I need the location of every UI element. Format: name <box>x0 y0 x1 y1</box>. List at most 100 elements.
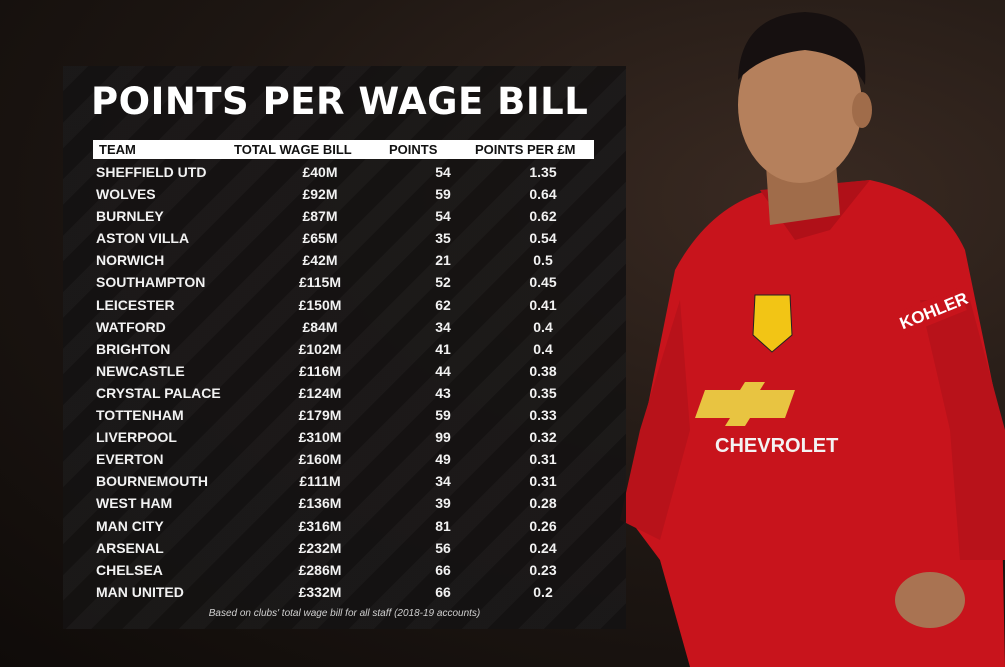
cell-wage-bill: £232M <box>298 539 342 556</box>
cell-team-name: LIVERPOOL <box>96 429 177 446</box>
table-row: MAN UNITED £332M 66 0.2 <box>93 582 594 604</box>
cell-points-per-million: 0.41 <box>529 296 557 313</box>
cell-points-per-million: 0.24 <box>529 539 557 556</box>
table-row: LIVERPOOL £310M 99 0.32 <box>93 427 594 449</box>
cell-points: 66 <box>435 561 451 578</box>
cell-wage-bill: £111M <box>299 473 341 490</box>
cell-points: 41 <box>435 340 451 357</box>
cell-wage-bill: £286M <box>298 561 342 578</box>
cell-team-name: NEWCASTLE <box>96 362 185 379</box>
cell-team-name: SHEFFIELD UTD <box>96 164 207 180</box>
cell-points: 44 <box>435 362 451 379</box>
cell-points-per-million: 0.23 <box>529 561 557 578</box>
table-row: ASTON VILLA £65M 35 0.54 <box>93 228 594 250</box>
cell-points-per-million: 0.64 <box>529 186 557 203</box>
cell-team-name: CRYSTAL PALACE <box>96 384 221 401</box>
table-row: LEICESTER £150M 62 0.41 <box>93 295 594 317</box>
cell-points-per-million: 0.4 <box>533 318 553 335</box>
cell-wage-bill: £160M <box>298 451 342 468</box>
cell-points-per-million: 1.35 <box>529 164 557 180</box>
cell-team-name: MAN CITY <box>96 517 164 534</box>
cell-wage-bill: £136M <box>298 495 342 512</box>
player-photo: CHEVROLET KOHLER <box>620 12 1005 667</box>
cell-points-per-million: 0.4 <box>533 340 553 357</box>
table-row: MAN CITY £316M 81 0.26 <box>93 516 594 538</box>
cell-points-per-million: 0.33 <box>529 407 557 424</box>
table-row: WOLVES £92M 59 0.64 <box>93 184 594 206</box>
cell-team-name: ASTON VILLA <box>96 230 190 247</box>
cell-team-name: NORWICH <box>96 252 165 269</box>
cell-team-name: WOLVES <box>96 186 156 203</box>
table-row: BRIGHTON £102M 41 0.4 <box>93 339 594 361</box>
cell-team-name: EVERTON <box>96 451 164 468</box>
table-row: TOTTENHAM £179M 59 0.33 <box>93 405 594 427</box>
table-row: NEWCASTLE £116M 44 0.38 <box>93 361 594 383</box>
column-header-wage-bill: TOTAL WAGE BILL <box>234 142 352 157</box>
cell-points: 39 <box>435 495 451 512</box>
cell-points-per-million: 0.38 <box>529 362 557 379</box>
cell-team-name: BRIGHTON <box>96 340 171 357</box>
cell-points: 21 <box>435 252 451 269</box>
table-row: BURNLEY £87M 54 0.62 <box>93 206 594 228</box>
column-header-team: TEAM <box>99 142 136 157</box>
cell-points-per-million: 0.2 <box>533 583 553 600</box>
cell-points: 52 <box>435 274 451 291</box>
cell-wage-bill: £124M <box>298 384 342 401</box>
cell-points: 34 <box>435 318 451 335</box>
table-row: BOURNEMOUTH £111M 34 0.31 <box>93 471 594 493</box>
table-body: SHEFFIELD UTD £40M 54 1.35 WOLVES £92M 59 0.64 B… <box>93 162 594 604</box>
cell-points: 62 <box>435 296 451 313</box>
table-row: ARSENAL £232M 56 0.24 <box>93 538 594 560</box>
cell-wage-bill: £102M <box>298 340 342 357</box>
cell-team-name: CHELSEA <box>96 561 163 578</box>
cell-wage-bill: £316M <box>298 517 342 534</box>
cell-points: 49 <box>435 451 451 468</box>
cell-wage-bill: £42M <box>302 252 338 269</box>
cell-wage-bill: £332M <box>298 583 342 600</box>
table-row: NORWICH £42M 21 0.5 <box>93 250 594 272</box>
column-header-points: POINTS <box>389 142 438 157</box>
table-row: SOUTHAMPTON £115M 52 0.45 <box>93 272 594 294</box>
cell-team-name: LEICESTER <box>96 296 175 313</box>
stats-panel: POINTS PER WAGE BILL TEAM TOTAL WAGE BIL… <box>63 66 626 629</box>
cell-points-per-million: 0.31 <box>529 451 557 468</box>
cell-team-name: WEST HAM <box>96 495 173 512</box>
cell-points-per-million: 0.28 <box>529 495 557 512</box>
table-row: WATFORD £84M 34 0.4 <box>93 317 594 339</box>
cell-points: 81 <box>435 517 451 534</box>
footnote: Based on clubs' total wage bill for all … <box>208 608 481 619</box>
cell-points-per-million: 0.62 <box>529 208 557 225</box>
cell-points: 59 <box>435 186 451 203</box>
panel-texture <box>63 66 626 629</box>
cell-points-per-million: 0.32 <box>529 429 557 446</box>
cell-points-per-million: 0.5 <box>533 252 553 269</box>
cell-wage-bill: £84M <box>302 318 338 335</box>
page-title: POINTS PER WAGE BILL <box>91 80 589 123</box>
table-row: WEST HAM £136M 39 0.28 <box>93 493 594 515</box>
table-row: CRYSTAL PALACE £124M 43 0.35 <box>93 383 594 405</box>
cell-team-name: SOUTHAMPTON <box>96 274 206 291</box>
cell-team-name: BURNLEY <box>96 208 164 225</box>
cell-wage-bill: £116M <box>298 362 342 379</box>
cell-points: 54 <box>435 208 451 225</box>
cell-points: 34 <box>435 473 451 490</box>
cell-points: 54 <box>435 164 451 180</box>
cell-points: 66 <box>435 583 451 600</box>
cell-team-name: BOURNEMOUTH <box>96 473 208 490</box>
cell-team-name: ARSENAL <box>96 539 164 556</box>
cell-points-per-million: 0.31 <box>529 473 557 490</box>
cell-points-per-million: 0.54 <box>529 230 557 247</box>
cell-points-per-million: 0.26 <box>529 517 557 534</box>
cell-points: 43 <box>435 384 451 401</box>
cell-wage-bill: £87M <box>302 208 338 225</box>
cell-wage-bill: £92M <box>302 186 338 203</box>
cell-points: 59 <box>435 407 451 424</box>
cell-team-name: TOTTENHAM <box>96 407 184 424</box>
cell-wage-bill: £40M <box>302 164 338 180</box>
cell-wage-bill: £65M <box>302 230 338 247</box>
table-row: CHELSEA £286M 66 0.23 <box>93 560 594 582</box>
cell-team-name: WATFORD <box>96 318 166 335</box>
column-header-points-per-million: POINTS PER £M <box>475 142 576 157</box>
cell-points: 35 <box>435 230 451 247</box>
cell-team-name: MAN UNITED <box>96 583 184 600</box>
